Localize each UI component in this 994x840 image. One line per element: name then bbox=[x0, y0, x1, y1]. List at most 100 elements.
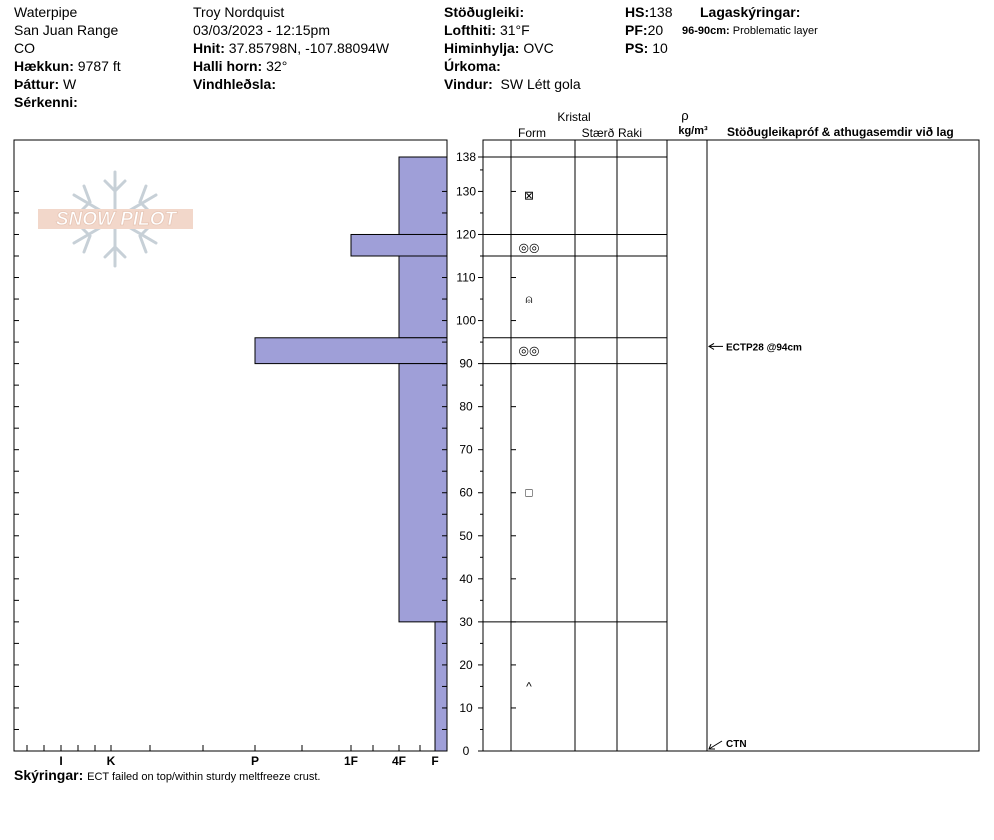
coords-row: Hnit: 37.85798N, -107.88094W bbox=[193, 39, 389, 57]
ps-value: 10 bbox=[652, 40, 668, 56]
wind-loading-label: Vindhleðsla: bbox=[193, 76, 276, 92]
test-arrow-head bbox=[708, 743, 715, 750]
state: CO bbox=[14, 40, 35, 56]
air-temp-label: Lofthiti: bbox=[444, 22, 497, 38]
sky-row: Himinhylja: OVC bbox=[444, 39, 581, 57]
ps-row: PS: 10 bbox=[625, 39, 672, 57]
test-result-label: ECTP28 @94cm bbox=[726, 342, 802, 353]
grain-form-symbol: ^ bbox=[526, 679, 532, 693]
hs-row: HS:138 bbox=[625, 3, 672, 21]
hardness-scale-label: K bbox=[107, 754, 116, 768]
hardness-bar bbox=[398, 363, 448, 623]
hardness-bar bbox=[254, 337, 448, 365]
test-arrow-head bbox=[708, 342, 715, 350]
sky-label: Himinhylja: bbox=[444, 40, 520, 56]
observation-datetime: 03/03/2023 - 12:15pm bbox=[193, 22, 330, 38]
logo-band bbox=[38, 209, 193, 229]
pf-label: PF: bbox=[625, 22, 648, 38]
height-tick-label: 70 bbox=[459, 443, 473, 457]
hardness-scale-label: 4F bbox=[392, 754, 406, 768]
elevation-label: Hækkun: bbox=[14, 58, 74, 74]
height-tick-label: 40 bbox=[459, 572, 473, 586]
snowpilot-logo: SNOW PILOT bbox=[38, 170, 193, 268]
grain-forms: ⊠ ◎◎ ⍝ ◎◎ □ ^ bbox=[519, 189, 540, 694]
height-tick-label: 130 bbox=[456, 184, 476, 198]
test-arrow-line bbox=[708, 740, 723, 750]
elevation-row: Hækkun: 9787 ft bbox=[14, 57, 121, 75]
height-tick-label: 110 bbox=[456, 271, 475, 285]
height-tick-label: 30 bbox=[459, 615, 473, 629]
hardness-scale-labels: I K P 1F 4F F bbox=[59, 754, 438, 768]
height-tick-label: 120 bbox=[456, 227, 476, 241]
features-row: Sérkenni: bbox=[14, 93, 121, 111]
hardness-bar bbox=[398, 156, 448, 235]
height-tick-label: 0 bbox=[463, 744, 470, 758]
location-name: Waterpipe bbox=[14, 4, 78, 20]
stability-label: Stöðugleiki: bbox=[444, 4, 525, 20]
features-label: Sérkenni: bbox=[14, 94, 78, 110]
hardness-scale-label: I bbox=[59, 754, 62, 768]
coords-value: 37.85798N, -107.88094W bbox=[228, 40, 390, 56]
rho-header: ρ bbox=[681, 108, 688, 123]
grain-form-symbol: ⍝ bbox=[525, 292, 532, 306]
hs-value: 138 bbox=[649, 4, 673, 20]
grain-form-symbol: ◎◎ bbox=[519, 240, 540, 254]
crystal-header: Kristal bbox=[557, 110, 590, 124]
header-col-weather: Stöðugleiki: Lofthiti: 31°F Himinhylja: … bbox=[444, 3, 581, 93]
aspect-value: W bbox=[63, 76, 77, 92]
slope-row: Halli horn: 32° bbox=[193, 57, 389, 75]
pf-row: PF:20 bbox=[625, 21, 672, 39]
hs-label: HS: bbox=[625, 4, 650, 20]
footer-notes: Skýringar: ECT failed on top/within stur… bbox=[14, 767, 320, 783]
sky-value: OVC bbox=[523, 40, 554, 56]
layer-table-columns bbox=[510, 140, 708, 752]
wind-loading-row: Vindhleðsla: bbox=[193, 75, 389, 93]
logo-text: SNOW PILOT bbox=[56, 209, 178, 230]
hardness-scale-label: F bbox=[431, 754, 438, 768]
moisture-header: Raki bbox=[618, 126, 642, 140]
height-tick-label: 20 bbox=[459, 658, 473, 672]
precip-label: Úrkoma: bbox=[444, 58, 501, 74]
hardness-plot-frame bbox=[13, 139, 448, 752]
layer-note-range: 96-90cm: bbox=[682, 25, 730, 37]
snow-profile-chart: SNOW PILOT I K P 1F 4F F 0 10 20 30 40 50 60 70 80 90 1… bbox=[13, 108, 980, 768]
air-temp-value: 31°F bbox=[499, 22, 530, 38]
slope-label: Halli horn: bbox=[193, 58, 263, 74]
header-col-observer: Troy Nordquist 03/03/2023 - 12:15pm Hnit… bbox=[193, 3, 389, 93]
layer-notes-label: Lagaskýringar: bbox=[700, 4, 801, 20]
observer-name: Troy Nordquist bbox=[193, 4, 285, 20]
hardness-plot-ticks bbox=[14, 190, 447, 752]
header-col-depths: HS:138 PF:20 PS: 10 bbox=[625, 3, 672, 57]
height-tick-label: 90 bbox=[459, 357, 473, 371]
hardness-scale-label: 1F bbox=[344, 754, 358, 768]
wind-label: Vindur: bbox=[444, 76, 493, 92]
precip-row: Úrkoma: bbox=[444, 57, 581, 75]
grain-form-symbol: □ bbox=[525, 486, 532, 500]
layer-note-item: 96-90cm: Problematic layer bbox=[682, 22, 818, 40]
layer-note-text: Problematic layer bbox=[732, 25, 818, 37]
hardness-bar bbox=[398, 255, 448, 339]
air-temp-row: Lofthiti: 31°F bbox=[444, 21, 581, 39]
stability-tests: ECTP28 @94cm CTN bbox=[708, 342, 802, 750]
height-tick-label: 100 bbox=[456, 314, 476, 328]
tests-header: Stöðugleikapróf & athugasemdir við lag bbox=[727, 125, 954, 139]
layer-boundaries bbox=[483, 156, 667, 623]
form-header: Form bbox=[518, 126, 546, 140]
height-tick-label: 138 bbox=[456, 150, 476, 164]
height-tick-label: 50 bbox=[459, 529, 473, 543]
height-tick-label: 10 bbox=[459, 701, 473, 715]
height-axis: 0 10 20 30 40 50 60 70 80 90 100 110 120 130 138 bbox=[456, 150, 483, 758]
hardness-bars bbox=[254, 156, 448, 752]
coords-label: Hnit: bbox=[193, 40, 225, 56]
mountain-range: San Juan Range bbox=[14, 22, 119, 38]
stability-row: Stöðugleiki: bbox=[444, 3, 581, 21]
height-tick-label: 60 bbox=[459, 486, 473, 500]
aspect-row: Þáttur: W bbox=[14, 75, 121, 93]
wind-row: Vindur: SW Létt gola bbox=[444, 75, 581, 93]
slope-value: 32° bbox=[266, 58, 288, 74]
header-col-location: Waterpipe San Juan Range CO Hækkun: 9787… bbox=[14, 3, 121, 111]
layer-table-frame bbox=[482, 139, 980, 752]
hardness-scale-label: P bbox=[251, 754, 259, 768]
elevation-value: 9787 ft bbox=[77, 58, 121, 74]
pf-value: 20 bbox=[647, 22, 664, 38]
